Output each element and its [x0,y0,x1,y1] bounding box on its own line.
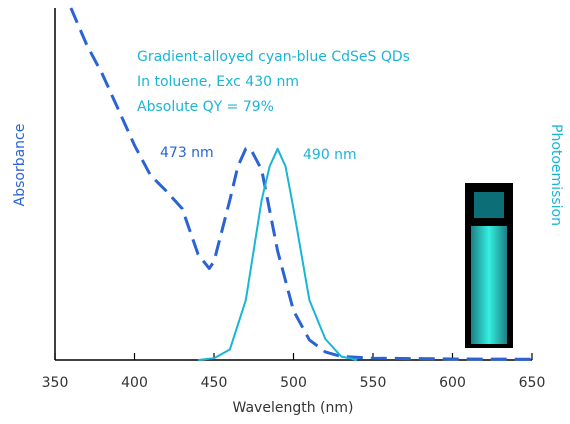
x-tick-label: 550 [360,375,387,391]
x-tick-label: 350 [42,375,69,391]
y-axis-label: Absorbance [12,124,28,207]
series-line [69,7,533,361]
annotation: Gradient-alloyed cyan-blue CdSeS QDs [137,49,410,65]
annotation: In toluene, Exc 430 nm [137,74,299,90]
peak-label: 490 nm [303,147,357,163]
peak-label: 473 nm [160,145,214,161]
x-tick-label: 650 [519,375,546,391]
x-tick-label: 600 [439,375,466,391]
x-axis-label: Wavelength (nm) [233,400,354,416]
annotation: Absolute QY = 79% [137,99,274,115]
x-tick-label: 400 [121,375,148,391]
vial [465,183,513,348]
y2-axis-label: Photoemission [548,124,564,226]
x-tick-label: 500 [280,375,307,391]
x-tick-label: 450 [201,375,228,391]
series-line [197,147,358,361]
